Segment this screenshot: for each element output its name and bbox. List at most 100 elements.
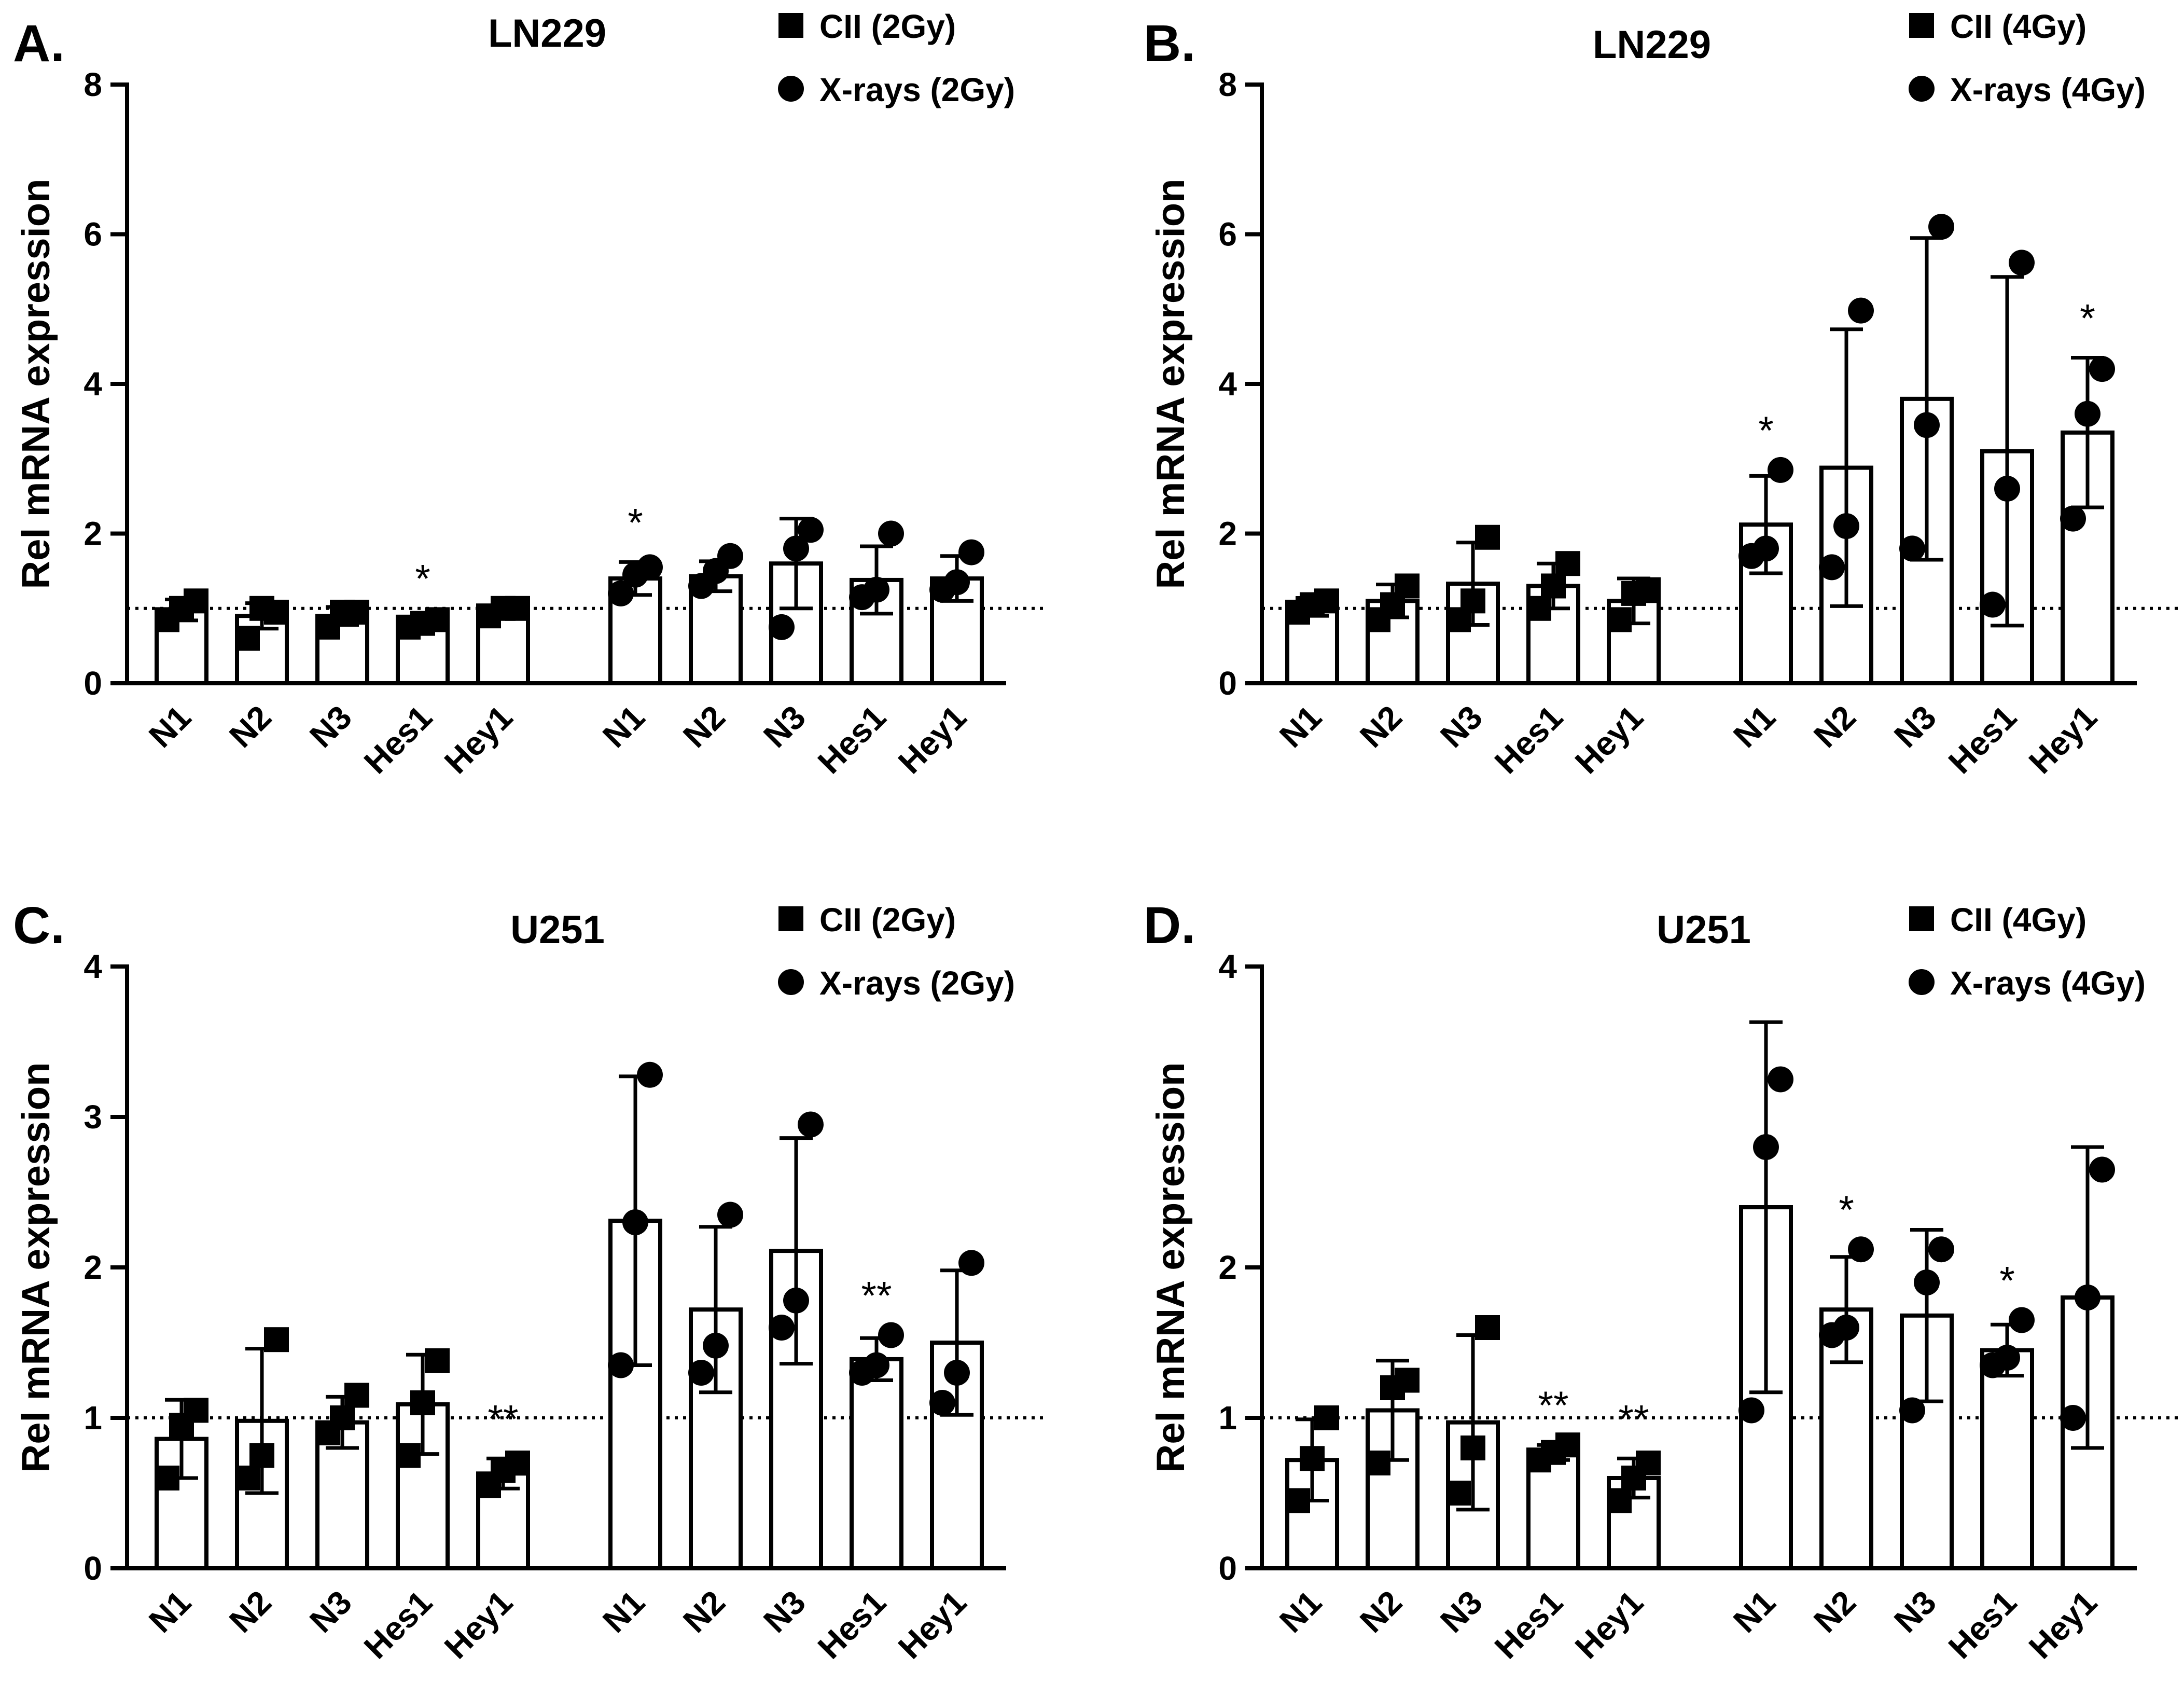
bar-group xyxy=(1446,1315,1500,1570)
bar-group: * xyxy=(1738,409,1793,685)
significance-marker: ** xyxy=(1538,1384,1568,1428)
data-point-circle xyxy=(717,1202,743,1228)
y-tick-label: 2 xyxy=(1218,1249,1237,1286)
data-point-circle xyxy=(1768,457,1793,483)
x-tick-label: N3 xyxy=(756,698,813,755)
y-tick-label: 6 xyxy=(84,216,102,253)
bar-group xyxy=(2060,1145,2115,1570)
data-point-square xyxy=(396,1443,421,1468)
panel-label: C. xyxy=(13,896,65,955)
data-point-circle xyxy=(958,1250,984,1276)
y-axis-label: Rel mRNA expression xyxy=(1149,1062,1193,1472)
data-point-circle xyxy=(769,614,795,640)
data-point-square xyxy=(1607,1488,1632,1513)
chart-panel-b: B. LN229 Rel mRNA expression 0 2 4 6 8 CII (4Gy)… xyxy=(1144,8,2178,781)
data-point-circle xyxy=(944,1360,970,1386)
data-point-circle xyxy=(1928,1236,1954,1263)
data-point-circle xyxy=(769,1315,795,1341)
chart-title: U251 xyxy=(510,908,605,952)
data-point-circle xyxy=(1914,1269,1940,1295)
x-tick-label: N3 xyxy=(1433,1583,1490,1640)
data-point-square xyxy=(235,626,260,651)
data-point-circle xyxy=(2009,1307,2035,1333)
data-point-circle xyxy=(2075,401,2100,427)
bar-group xyxy=(1446,524,1500,685)
x-tick-label: N2 xyxy=(1353,1583,1409,1640)
bar-group xyxy=(476,596,530,686)
bar-group xyxy=(688,1202,743,1570)
data-point-square xyxy=(344,599,369,625)
bar-group xyxy=(1738,1020,1793,1570)
y-tick-label: 0 xyxy=(1218,665,1237,702)
data-point-square xyxy=(1285,1488,1310,1513)
data-point-square xyxy=(330,1405,355,1430)
data-point-square xyxy=(1636,1451,1661,1475)
bar xyxy=(850,1357,903,1570)
bar-group xyxy=(155,1398,208,1571)
data-point-circle xyxy=(1833,513,1859,540)
legend-label: CII (4Gy) xyxy=(1950,901,2086,938)
bar-group: ** xyxy=(849,1274,904,1570)
data-point-circle xyxy=(1833,1315,1859,1341)
y-tick-label: 0 xyxy=(1218,1550,1237,1587)
y-tick-label: 2 xyxy=(84,1249,102,1286)
data-point-circle xyxy=(2089,1156,2115,1183)
data-point-circle xyxy=(2009,250,2035,276)
x-tick-label: Hes1 xyxy=(1487,1583,1570,1666)
significance-marker: * xyxy=(628,501,643,545)
chart-title: LN229 xyxy=(1593,23,1711,67)
chart-title: LN229 xyxy=(488,11,606,56)
data-point-circle xyxy=(608,1352,634,1378)
bar-group xyxy=(1526,551,1580,685)
data-point-circle xyxy=(798,517,824,543)
data-point-circle xyxy=(1768,1066,1793,1093)
x-tick-label: N1 xyxy=(1726,698,1783,755)
x-tick-label: Hey1 xyxy=(1568,1583,1650,1666)
bar-group xyxy=(235,1327,289,1571)
legend: CII (4Gy) X-rays (4Gy) xyxy=(1909,901,2146,1002)
y-tick-label: 0 xyxy=(84,665,102,702)
data-point-circle xyxy=(1928,214,1954,240)
bar-group xyxy=(1899,1228,1954,1571)
data-point-circle xyxy=(929,1390,955,1416)
data-point-square xyxy=(1300,1446,1325,1471)
significance-marker: * xyxy=(415,557,430,601)
data-point-square xyxy=(1555,551,1580,576)
data-point-square xyxy=(425,1348,450,1373)
data-point-square xyxy=(1460,1435,1485,1460)
bar-group xyxy=(1285,588,1339,685)
x-tick-label: Hes1 xyxy=(1941,1583,2024,1666)
data-point-square xyxy=(155,1466,179,1490)
data-point-circle xyxy=(783,535,809,562)
y-tick-label: 1 xyxy=(84,1399,102,1437)
x-tick-label: N2 xyxy=(676,698,732,755)
x-tick-label: Hes1 xyxy=(357,698,439,781)
data-point-circle xyxy=(798,1111,824,1138)
bar-group: ** xyxy=(1607,1397,1661,1570)
y-tick-label: 4 xyxy=(1218,365,1237,403)
y-tick-label: 2 xyxy=(1218,515,1237,553)
legend-label: X-rays (4Gy) xyxy=(1950,964,2146,1002)
data-point-square xyxy=(410,1390,435,1415)
chart-title: U251 xyxy=(1657,908,1751,952)
data-point-square xyxy=(264,599,289,625)
data-point-square xyxy=(1526,596,1551,621)
y-tick-label: 4 xyxy=(1218,948,1237,985)
bar-group: * xyxy=(608,501,663,686)
bar-group xyxy=(1366,573,1420,685)
square-marker-icon xyxy=(778,13,803,38)
x-tick-label: Hes1 xyxy=(1487,698,1570,781)
y-tick-label: 8 xyxy=(84,66,102,103)
data-point-square xyxy=(505,1451,530,1475)
significance-marker: * xyxy=(1839,1188,1854,1232)
data-point-circle xyxy=(637,554,663,581)
significance-marker: * xyxy=(1758,409,1774,453)
data-point-circle xyxy=(2060,505,2086,532)
data-point-circle xyxy=(1980,591,2006,618)
data-point-square xyxy=(344,1383,369,1408)
data-point-square xyxy=(1446,1481,1471,1506)
x-tick-label: N3 xyxy=(302,1583,359,1640)
data-point-square xyxy=(1460,588,1485,614)
x-tick-label: N3 xyxy=(1887,1583,1943,1640)
significance-marker: * xyxy=(1999,1259,2015,1303)
